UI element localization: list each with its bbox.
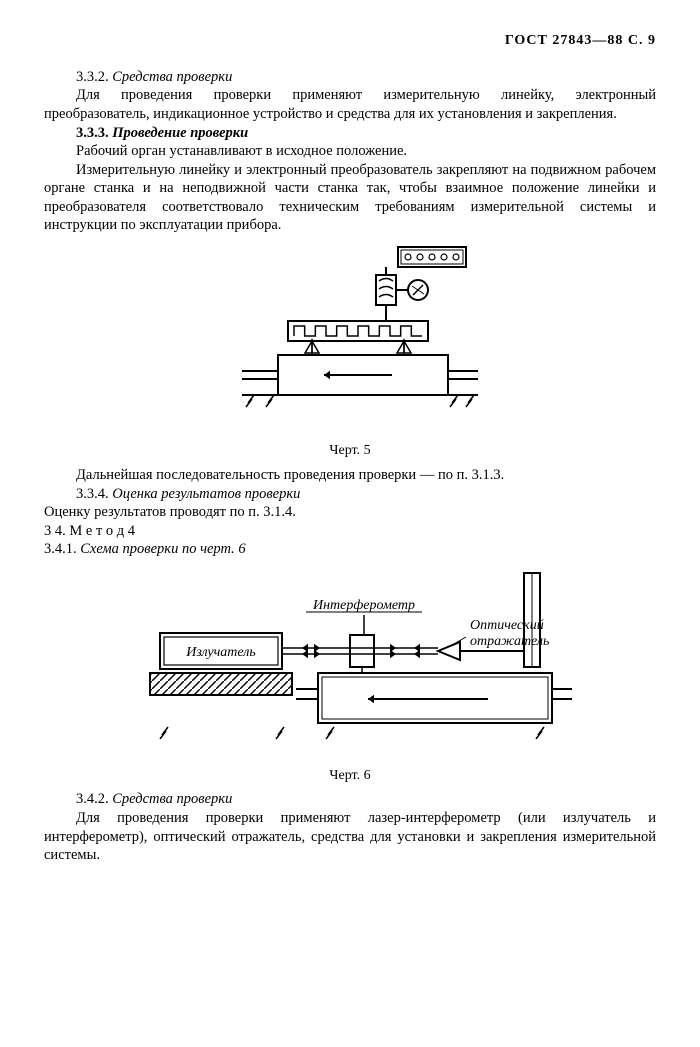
section-title: М е т о д 4: [66, 523, 135, 539]
svg-text:Интерферометр: Интерферометр: [312, 598, 415, 613]
section-341-heading: 3.4.1. Схема проверки по черт. 6: [44, 540, 656, 559]
svg-text:Излучатель: Излучатель: [185, 645, 256, 660]
section-num: 3.4.2.: [76, 791, 109, 807]
figure-5-caption: Черт. 5: [44, 442, 656, 460]
section-title: Средства проверки: [109, 791, 233, 807]
section-num: 3.3.4.: [76, 486, 109, 502]
section-333-heading: 3.3.3. Проведение проверки: [44, 124, 656, 143]
section-342-body: Для проведения проверки применяют лазер-…: [44, 809, 656, 865]
section-num: 3.3.2.: [76, 69, 109, 85]
section-title: Проведение проверки: [109, 125, 249, 141]
after-fig5-a: Дальнейшая последовательность проведения…: [44, 466, 656, 485]
section-title: Оценка результатов проверки: [109, 486, 301, 502]
section-num: 3 4.: [44, 523, 66, 539]
section-num: 3.3.3.: [76, 125, 109, 141]
section-title: Схема проверки по черт. 6: [77, 541, 246, 557]
section-334-heading: 3.3.4. Оценка результатов проверки: [44, 485, 656, 504]
section-332-heading: 3.3.2. Средства проверки: [44, 68, 656, 87]
figure-6: Излучатель Интерферометр Оптическийотражат…: [44, 569, 656, 784]
section-num: 3.4.1.: [44, 541, 77, 557]
figure-6-caption: Черт. 6: [44, 767, 656, 785]
section-34-heading: 3 4. М е т о д 4: [44, 522, 656, 541]
section-342-heading: 3.4.2. Средства проверки: [44, 790, 656, 809]
figure-5: Черт. 5: [44, 245, 656, 460]
page-header: ГОСТ 27843—88 С. 9: [44, 32, 656, 50]
section-title: Средства проверки: [109, 69, 233, 85]
svg-text:Оптический: Оптический: [470, 618, 544, 633]
section-333-b: Измерительную линейку и электронный прео…: [44, 161, 656, 235]
page: ГОСТ 27843—88 С. 9 3.3.2. Средства прове…: [0, 0, 700, 1047]
svg-text:отражатель: отражатель: [470, 634, 549, 649]
section-332-body: Для проведения проверки применяют измери…: [44, 86, 656, 123]
section-334-body: Оценку результатов проводят по п. 3.1.4.: [44, 503, 656, 522]
figure-6-svg: Излучатель Интерферометр Оптическийотражат…: [120, 569, 580, 759]
figure-5-svg: [220, 245, 480, 435]
section-333-a: Рабочий орган устанавливают в исходное п…: [44, 142, 656, 161]
